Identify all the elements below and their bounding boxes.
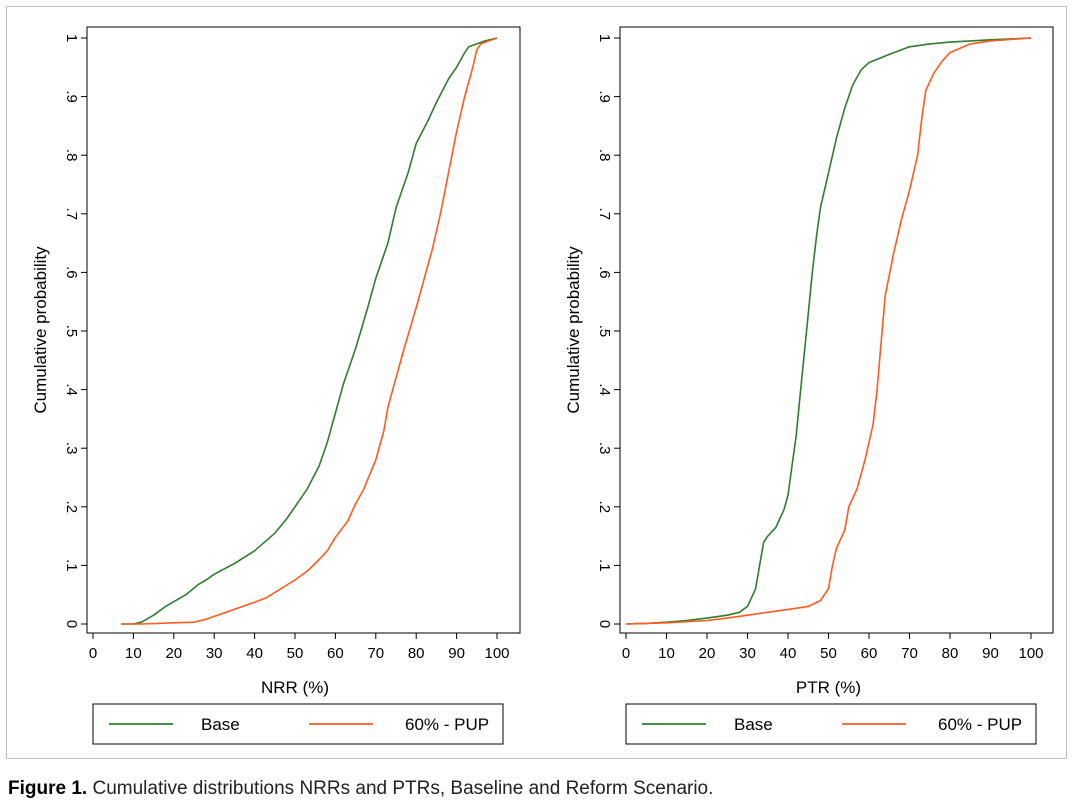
- panel2-plot-area: [619, 26, 1054, 634]
- panel2-x-tick-label: 60: [861, 645, 878, 662]
- panel2-x-tick-label: 100: [1018, 645, 1043, 662]
- panel1-y-tick-label: 0: [63, 620, 80, 628]
- panel1-x-tick-label: 60: [327, 645, 344, 662]
- panel1-legend-label-base: Base: [201, 715, 240, 734]
- panel2-x-tick-label: 50: [820, 645, 837, 662]
- panel2-y-tick-label: 1: [596, 34, 613, 42]
- panel1-x-tick-label: 70: [367, 645, 384, 662]
- panel1-x-tick-label: 0: [89, 645, 97, 662]
- figure-caption: Figure 1. Cumulative distributions NRRs …: [8, 778, 713, 800]
- panel2-y-tick-label: .9: [596, 90, 613, 103]
- panel2-y-tick-label: .4: [596, 383, 613, 396]
- panel2-y-tick-label: .8: [596, 149, 613, 162]
- panel2-y-tick-label: .7: [596, 208, 613, 221]
- panel2-legend-label-base: Base: [734, 715, 773, 734]
- panel1-x-tick-label: 40: [246, 645, 263, 662]
- figure-frame: 0 10 20 30 40 50 60 70 80 90 100 0.1.2.3.4.5.6.7.8.…: [6, 6, 1067, 759]
- panel1-y-tick-label: .1: [63, 559, 80, 572]
- panel2-x-tick-label: 20: [699, 645, 716, 662]
- panel2-series-line-base: [625, 37, 1032, 625]
- panel1-x-tick-label: 30: [206, 645, 223, 662]
- panel2-x-axis-title: PTR (%): [796, 678, 861, 697]
- panel1-x-tick-label: 20: [165, 645, 182, 662]
- panel1-x-tick-label: 50: [287, 645, 304, 662]
- panel1-y-tick-label: .7: [63, 208, 80, 221]
- panel1-x-tick-label: 100: [484, 645, 509, 662]
- panel1-series-line-base: [121, 37, 498, 625]
- panel1-plot-area: [86, 26, 521, 634]
- panel2-x-tick-label: 80: [942, 645, 959, 662]
- panel2-x-tick-label: 90: [982, 645, 999, 662]
- panel2-series-line-pup: [625, 37, 1032, 625]
- panel2-x-tick-label: 0: [622, 645, 630, 662]
- panel1-legend-label-pup: 60% - PUP: [405, 715, 489, 734]
- panel2-x-tick-label: 10: [658, 645, 675, 662]
- panel1-y-tick-label: .8: [63, 149, 80, 162]
- panel1-series-line-pup: [121, 37, 498, 625]
- panel1-x-axis-title: NRR (%): [261, 678, 329, 697]
- panel1-y-tick-label: .6: [63, 266, 80, 279]
- panel2-x-tick-label: 40: [780, 645, 797, 662]
- panel2-x-tick-label: 30: [739, 645, 756, 662]
- panel2-y-tick-label: 0: [596, 620, 613, 628]
- panel1-y-axis-title: Cumulative probability: [31, 246, 50, 414]
- panel2-x-tick-label: 70: [901, 645, 918, 662]
- panel1-y-tick-label: .2: [63, 501, 80, 514]
- panel1-x-tick-label: 80: [408, 645, 425, 662]
- panel2-y-axis-title: Cumulative probability: [564, 246, 583, 414]
- panel1-y-tick-label: 1: [63, 34, 80, 42]
- panel1-y-tick-label: .5: [63, 325, 80, 338]
- panel1-y-tick-label: .4: [63, 383, 80, 396]
- panel2-y-tick-label: .5: [596, 325, 613, 338]
- panel1-y-tick-label: .9: [63, 90, 80, 103]
- panel1-y-tick-label: .3: [63, 442, 80, 455]
- panel2-y-tick-label: .6: [596, 266, 613, 279]
- caption-text: Cumulative distributions NRRs and PTRs, …: [92, 778, 714, 799]
- figure-svg: 0 10 20 30 40 50 60 70 80 90 1000.1.2.3.4.5.6.7.8.…: [31, 26, 1054, 745]
- panel2-y-tick-label: .3: [596, 442, 613, 455]
- panel1-x-tick-label: 90: [448, 645, 465, 662]
- panel2-y-tick-label: .2: [596, 501, 613, 514]
- panel2-legend-label-pup: 60% - PUP: [938, 715, 1022, 734]
- caption-label: Figure 1.: [8, 778, 88, 799]
- panel2-y-tick-label: .1: [596, 559, 613, 572]
- panel1-x-tick-label: 10: [125, 645, 142, 662]
